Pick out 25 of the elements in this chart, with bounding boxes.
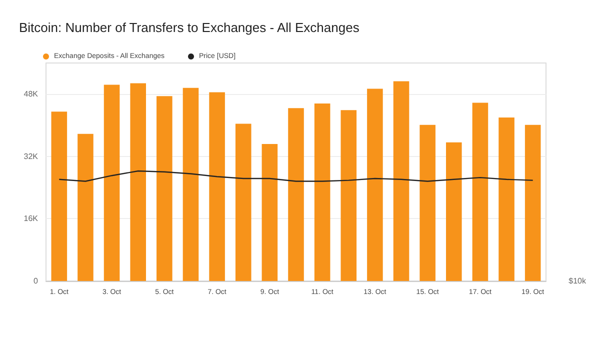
bar: [235, 124, 252, 281]
y-tick-label: 16K: [24, 214, 39, 224]
y-tick-label: 32K: [24, 152, 39, 161]
bar: [288, 108, 304, 281]
bar: [51, 112, 68, 281]
bar: [420, 124, 436, 281]
bar: [472, 102, 488, 281]
y-tick-label: 48K: [24, 90, 39, 99]
bar: [446, 142, 462, 281]
bar: [498, 118, 514, 281]
bar: [130, 83, 146, 281]
bar: [78, 134, 94, 281]
bar: [156, 96, 172, 281]
bar: [367, 88, 383, 281]
bar: [262, 144, 278, 281]
text: $10k: [568, 276, 587, 286]
bar: [182, 88, 199, 281]
bar: [209, 92, 225, 281]
bar: [340, 110, 357, 281]
bar: [393, 81, 410, 281]
y-tick-label: 0: [34, 276, 39, 286]
bar: [524, 124, 541, 281]
bar: [104, 84, 120, 281]
bar: [314, 103, 330, 281]
chart-title: Bitcoin: Number of Transfers to Exchanges - All Exchanges: [19, 20, 360, 35]
